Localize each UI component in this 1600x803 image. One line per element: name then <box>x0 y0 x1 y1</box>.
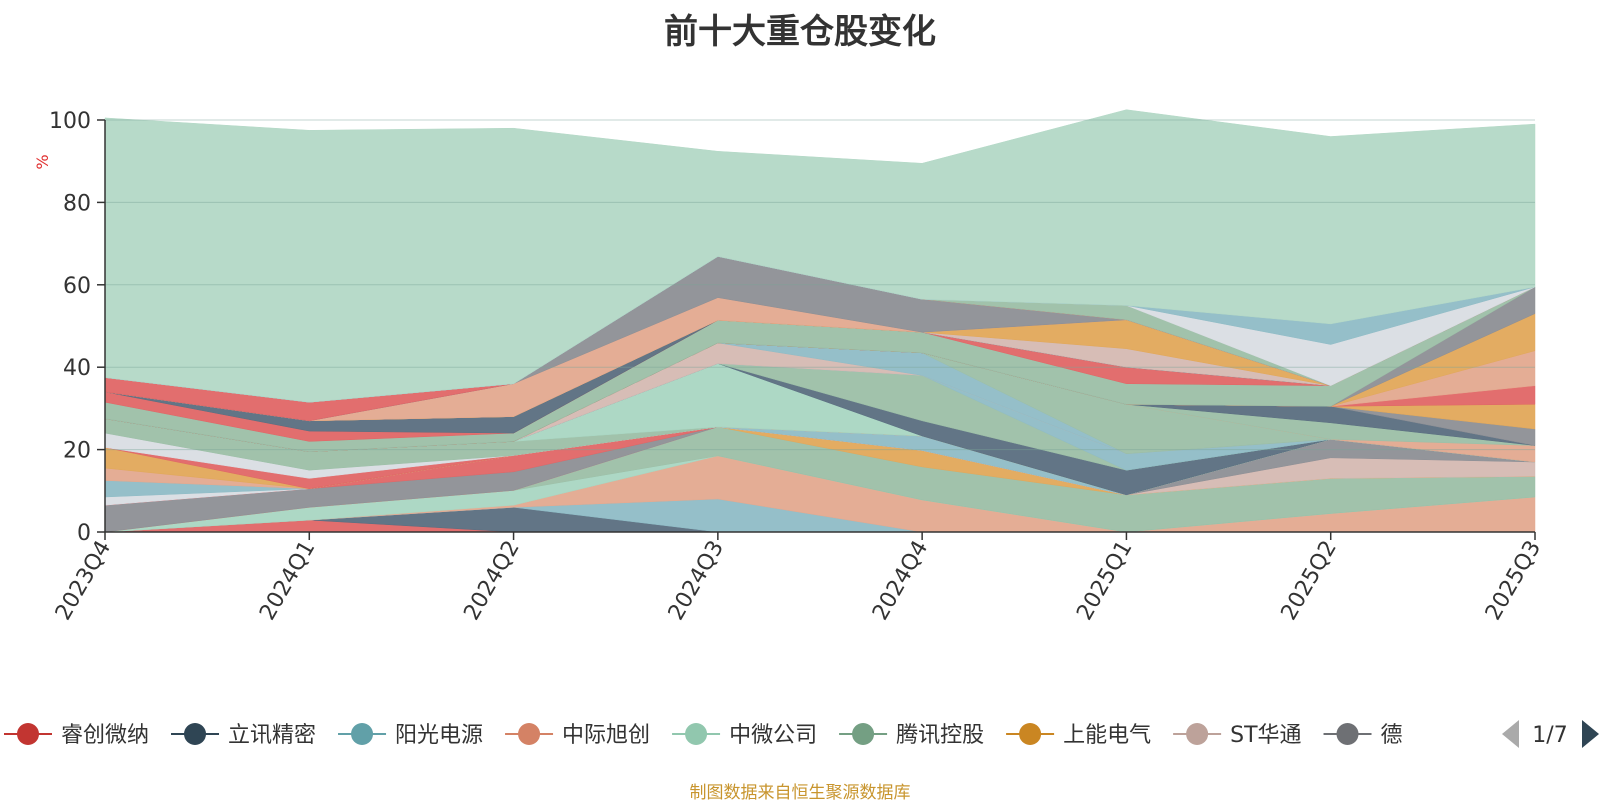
legend-marker <box>1186 723 1209 745</box>
legend-next-page-icon[interactable] <box>1582 720 1599 748</box>
legend-marker <box>1336 723 1359 745</box>
legend-label: 睿创微纳 <box>61 723 149 748</box>
legend-label: 中际旭创 <box>562 723 650 748</box>
legend-marker <box>518 723 541 745</box>
legend-label: 腾讯控股 <box>896 723 984 748</box>
legend-item-2[interactable]: 阳光电源 <box>338 723 483 748</box>
x-tick-label-4: 2024Q4 <box>868 537 933 625</box>
legend-item-7[interactable]: ST华通 <box>1173 723 1302 748</box>
chart-title: 前十大重仓股变化 <box>664 12 936 52</box>
y-tick-label-5: 100 <box>49 109 91 134</box>
legend-label: 阳光电源 <box>395 723 483 748</box>
legend-marker <box>685 723 708 745</box>
legend-label: 上能电气 <box>1063 723 1151 748</box>
y-tick-label-3: 60 <box>63 274 91 299</box>
legend-item-1[interactable]: 立讯精密 <box>171 723 316 748</box>
legend-page-indicator: 1/7 <box>1532 723 1567 748</box>
legend-item-0[interactable]: 睿创微纳 <box>4 723 149 748</box>
source-note: 制图数据来自恒生聚源数据库 <box>689 783 911 803</box>
legend-item-5[interactable]: 腾讯控股 <box>839 723 984 748</box>
y-axis-label: % <box>33 154 52 169</box>
legend-label: ST华通 <box>1230 723 1301 748</box>
legend-item-6[interactable]: 上能电气 <box>1006 723 1151 748</box>
area-series-44 <box>104 109 1536 403</box>
legend-item-8[interactable]: 德 <box>1323 723 1403 748</box>
y-tick-label-1: 20 <box>63 439 91 464</box>
x-tick-label-3: 2024Q3 <box>664 537 729 625</box>
y-tick-label-0: 0 <box>77 521 91 546</box>
legend-prev-page-icon[interactable] <box>1502 720 1519 748</box>
legend-label: 德 <box>1381 723 1403 748</box>
legend-marker <box>1019 723 1042 745</box>
legend-label: 立讯精密 <box>228 723 316 748</box>
x-tick-label-5: 2025Q1 <box>1072 537 1137 625</box>
x-tick-label-7: 2025Q3 <box>1481 537 1546 625</box>
legend-marker <box>852 723 875 745</box>
grid-layer <box>105 119 1535 451</box>
x-tick-label-2: 2024Q2 <box>459 537 524 625</box>
legend-label: 中微公司 <box>729 723 817 748</box>
y-tick-label-2: 40 <box>63 356 91 381</box>
legend-marker <box>351 723 374 745</box>
x-tick-label-1: 2024Q1 <box>255 537 320 625</box>
y-tick-label-4: 80 <box>63 191 91 216</box>
x-tick-label-6: 2025Q2 <box>1277 537 1342 625</box>
legend-item-4[interactable]: 中微公司 <box>672 723 817 748</box>
x-tick-label-0: 2023Q4 <box>51 537 116 625</box>
area-series-layer <box>104 109 1536 533</box>
legend: 睿创微纳 立讯精密 阳光电源 中际旭创 中微公司 腾讯控股 上能电气 ST华通 德 1/7 <box>4 720 1599 748</box>
legend-marker <box>17 723 39 745</box>
legend-item-3[interactable]: 中际旭创 <box>505 723 650 748</box>
legend-marker <box>184 723 207 745</box>
